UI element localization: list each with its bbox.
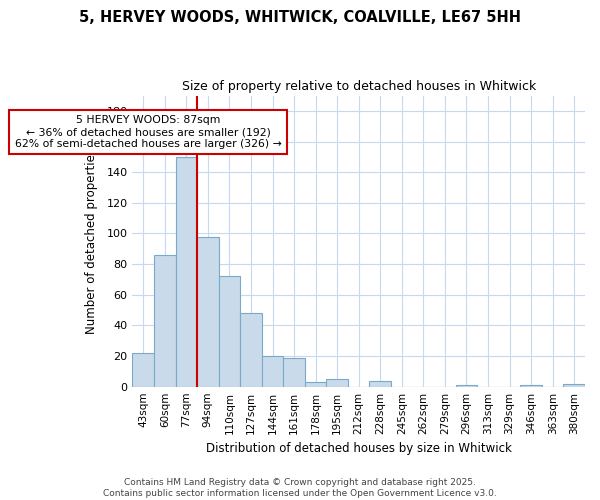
Bar <box>218 276 240 386</box>
Bar <box>133 353 154 386</box>
Bar <box>154 255 176 386</box>
Bar <box>563 384 585 386</box>
Bar <box>197 236 218 386</box>
Bar <box>176 157 197 386</box>
Text: 5, HERVEY WOODS, WHITWICK, COALVILLE, LE67 5HH: 5, HERVEY WOODS, WHITWICK, COALVILLE, LE… <box>79 10 521 25</box>
Bar <box>240 313 262 386</box>
Bar <box>520 385 542 386</box>
Bar <box>370 380 391 386</box>
Bar <box>283 358 305 386</box>
Title: Size of property relative to detached houses in Whitwick: Size of property relative to detached ho… <box>182 80 536 93</box>
Text: 5 HERVEY WOODS: 87sqm
← 36% of detached houses are smaller (192)
62% of semi-det: 5 HERVEY WOODS: 87sqm ← 36% of detached … <box>14 116 281 148</box>
Text: Contains HM Land Registry data © Crown copyright and database right 2025.
Contai: Contains HM Land Registry data © Crown c… <box>103 478 497 498</box>
Bar <box>326 379 348 386</box>
Y-axis label: Number of detached properties: Number of detached properties <box>85 148 98 334</box>
Bar <box>455 385 477 386</box>
Bar <box>262 356 283 386</box>
Bar <box>305 382 326 386</box>
X-axis label: Distribution of detached houses by size in Whitwick: Distribution of detached houses by size … <box>206 442 512 455</box>
